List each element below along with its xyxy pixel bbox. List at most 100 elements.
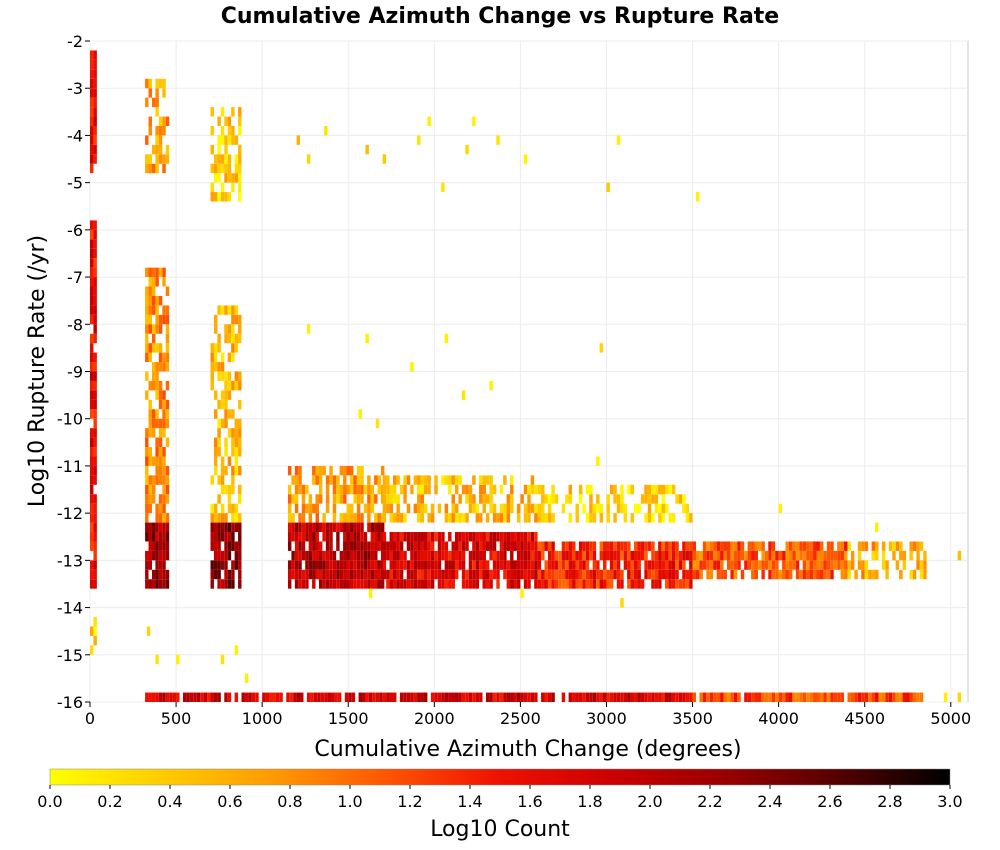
heatmap-cell: [603, 560, 607, 570]
heatmap-cell: [637, 550, 641, 561]
heatmap-cell: [90, 390, 94, 400]
heatmap-cell: [389, 550, 393, 561]
heatmap-cell: [541, 494, 545, 504]
heatmap-cell: [343, 465, 347, 476]
heatmap-cell: [599, 692, 604, 702]
heatmap-cell: [343, 532, 347, 542]
heatmap-cell: [627, 692, 631, 702]
heatmap-cell: [819, 692, 824, 702]
heatmap-cell: [658, 560, 662, 570]
heatmap-cell: [541, 513, 545, 523]
heatmap-cell: [291, 550, 295, 561]
heatmap-cell: [145, 532, 149, 542]
heatmap-cell: [585, 513, 590, 523]
heatmap-cell: [162, 314, 166, 325]
heatmap-cell: [892, 550, 896, 561]
heatmap-cell: [458, 692, 462, 702]
heatmap-cell: [365, 333, 369, 344]
heatmap-cell: [847, 569, 851, 580]
heatmap-cell: [343, 494, 347, 504]
heatmap-cell: [830, 550, 834, 561]
heatmap-cell: [561, 503, 566, 514]
heatmap-cell: [403, 513, 407, 523]
heatmap-cell: [90, 144, 94, 155]
heatmap-cell: [530, 503, 535, 514]
heatmap-cell: [658, 569, 662, 580]
heatmap-cell: [541, 692, 545, 702]
heatmap-cell: [454, 569, 459, 580]
heatmap-cell: [423, 532, 428, 542]
heatmap-cell: [220, 654, 225, 665]
heatmap-cell: [809, 541, 814, 551]
heatmap-cell: [792, 560, 796, 570]
heatmap-cell: [596, 569, 600, 580]
heatmap-cell: [158, 125, 163, 136]
heatmap-cell: [413, 579, 418, 589]
heatmap-cell: [145, 560, 149, 570]
heatmap-cell: [647, 503, 652, 514]
heatmap-cell: [306, 324, 311, 334]
heatmap-cell: [162, 550, 166, 561]
heatmap-cell: [93, 569, 97, 580]
heatmap-cell: [523, 579, 528, 589]
heatmap-cell: [336, 541, 340, 551]
heatmap-cell: [906, 692, 910, 702]
heatmap-cell: [148, 503, 152, 514]
heatmap-cell: [530, 550, 535, 561]
heatmap-cell: [346, 569, 350, 580]
heatmap-cell: [375, 692, 380, 702]
heatmap-cell: [441, 182, 445, 193]
heatmap-cell: [475, 513, 480, 523]
y-tick-label: -8: [67, 315, 83, 334]
heatmap-cell: [148, 305, 152, 315]
heatmap-cell: [406, 560, 411, 570]
heatmap-cell: [634, 579, 638, 589]
heatmap-cell: [262, 692, 266, 702]
heatmap-cell: [568, 484, 573, 495]
heatmap-cell: [413, 569, 418, 580]
heatmap-cell: [244, 692, 249, 702]
heatmap-cell: [367, 513, 371, 523]
heatmap-cell: [356, 484, 361, 495]
heatmap-cell: [716, 560, 721, 570]
heatmap-cell: [754, 550, 758, 561]
heatmap-cell: [506, 569, 511, 580]
heatmap-cell: [165, 522, 170, 533]
heatmap-cell: [90, 475, 94, 485]
heatmap-cell: [162, 125, 166, 136]
heatmap-cell: [155, 456, 159, 466]
heatmap-cell: [349, 569, 354, 580]
heatmap-cell: [386, 569, 390, 580]
heatmap-cell: [279, 692, 283, 702]
heatmap-cell: [356, 513, 361, 523]
heatmap-cell: [912, 541, 917, 551]
heatmap-cell: [747, 560, 752, 570]
heatmap-cell: [234, 437, 239, 448]
heatmap-cell: [213, 173, 218, 183]
heatmap-cell: [547, 503, 552, 514]
heatmap-cell: [434, 484, 438, 495]
heatmap-cell: [709, 560, 714, 570]
heatmap-cell: [370, 494, 375, 504]
colorbar-tick-label: 0.4: [157, 792, 182, 811]
heatmap-cell: [747, 541, 752, 551]
heatmap-cell: [420, 503, 424, 514]
heatmap-cell: [551, 513, 555, 523]
heatmap-cell: [363, 579, 368, 589]
heatmap-cell: [151, 475, 156, 485]
colorbar-tick-label: 1.6: [517, 792, 542, 811]
heatmap-cell: [298, 465, 302, 476]
heatmap-cell: [360, 579, 364, 589]
heatmap-cell: [287, 560, 292, 570]
heatmap-cell: [213, 362, 218, 372]
heatmap-cell: [527, 569, 531, 580]
heatmap-cell: [165, 362, 170, 372]
heatmap-cell: [231, 428, 235, 438]
heatmap-cell: [305, 560, 309, 570]
heatmap-cell: [485, 579, 490, 589]
heatmap-cell: [568, 560, 573, 570]
heatmap-cell: [417, 503, 421, 514]
heatmap-cell: [782, 560, 786, 570]
heatmap-cell: [923, 560, 927, 570]
